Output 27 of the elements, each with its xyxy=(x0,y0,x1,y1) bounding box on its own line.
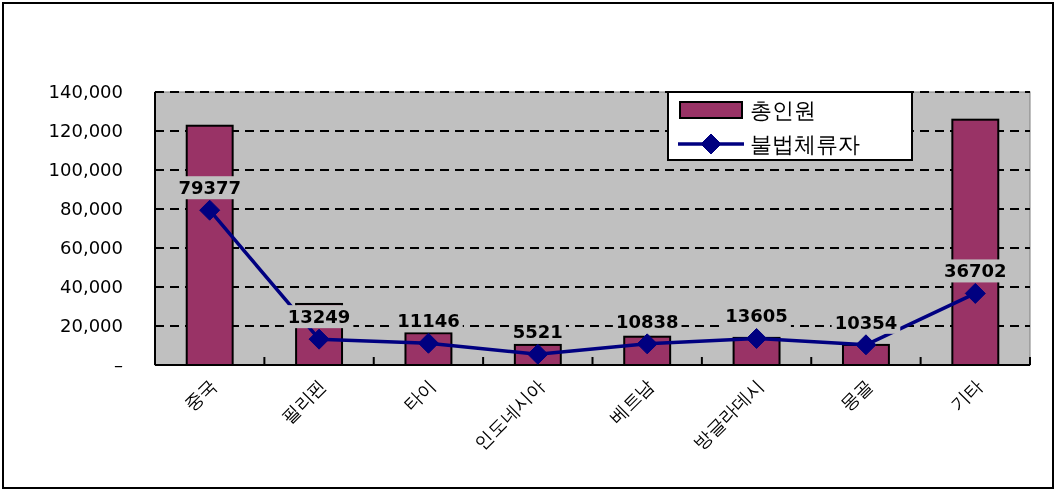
data-label: 5521 xyxy=(512,321,563,343)
data-label: 13605 xyxy=(725,305,788,327)
y-tick-label: 80,000 xyxy=(60,198,123,219)
point xyxy=(964,282,986,304)
point xyxy=(527,343,549,365)
data-label: 13249 xyxy=(287,306,351,328)
point xyxy=(855,334,877,356)
y-tick-label: 20,000 xyxy=(60,315,123,336)
y-tick-label: – xyxy=(114,354,123,375)
x-tick-label: 기타 xyxy=(945,374,987,416)
x-tick-label: 타이 xyxy=(398,374,440,416)
data-label: 79377 xyxy=(178,177,241,199)
y-tick-label: 100,000 xyxy=(48,159,123,180)
legend-label: 불법체류자 xyxy=(750,132,860,157)
legend-label: 총인원 xyxy=(750,98,816,123)
point xyxy=(199,199,221,221)
y-tick-label: 40,000 xyxy=(60,276,123,297)
y-tick-label: 60,000 xyxy=(60,237,123,258)
x-tick-label: 중국 xyxy=(180,374,221,416)
y-tick-label: 120,000 xyxy=(48,120,123,141)
data-label: 11146 xyxy=(397,310,460,332)
data-label: 10354 xyxy=(834,311,898,333)
x-tick-label: 몽골 xyxy=(836,374,877,416)
y-tick-label: 140,000 xyxy=(48,81,123,102)
data-label: 10838 xyxy=(615,310,679,332)
point xyxy=(746,327,768,349)
data-label: 36702 xyxy=(944,260,1007,282)
